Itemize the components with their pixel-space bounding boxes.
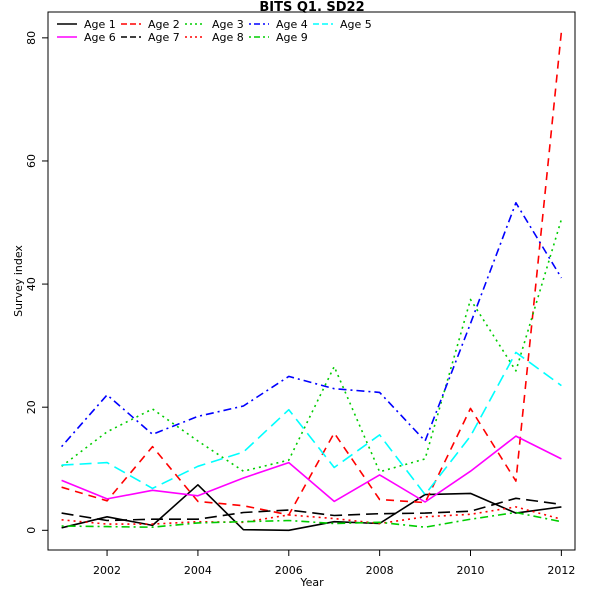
y-tick-label: 80 — [25, 31, 38, 45]
y-axis-label: Survey index — [12, 245, 25, 317]
y-axis: 0 20 40 60 80 — [25, 31, 48, 534]
x-tick-label: 2012 — [547, 564, 575, 577]
x-tick-label: 2006 — [275, 564, 303, 577]
series-line-1 — [61, 483, 562, 532]
plot-area — [47, 11, 576, 551]
legend-label: Age 6 — [84, 31, 116, 44]
legend: Age 1 Age 2 Age 3 Age 4 Age 5 Age 6 Age 7 Age 8… — [57, 18, 372, 44]
series-line-2 — [61, 31, 563, 516]
y-tick-label: 40 — [25, 277, 38, 291]
y-tick-label: 0 — [25, 527, 38, 534]
chart-title: BITS Q1. SD22 — [259, 0, 364, 15]
x-tick-label: 2008 — [366, 564, 394, 577]
legend-label: Age 4 — [276, 18, 308, 31]
y-tick-label: 20 — [25, 400, 38, 414]
y-tick-label: 60 — [25, 154, 38, 168]
x-axis: 2002 2004 2006 2008 2010 2012 — [93, 549, 575, 577]
series-line-4 — [60, 202, 563, 448]
series-line-5 — [61, 351, 562, 496]
x-tick-label: 2004 — [184, 564, 212, 577]
series-line-7 — [61, 497, 562, 522]
x-axis-label: Year — [299, 576, 324, 589]
x-tick-label: 2010 — [457, 564, 485, 577]
legend-label: Age 1 — [84, 18, 116, 31]
legend-label: Age 9 — [276, 31, 308, 44]
series-line-9 — [61, 511, 562, 529]
series-line-6 — [61, 435, 562, 503]
x-tick-label: 2002 — [93, 564, 121, 577]
series-line-8 — [61, 506, 562, 525]
legend-label: Age 8 — [212, 31, 244, 44]
legend-label: Age 2 — [148, 18, 180, 31]
legend-label: Age 5 — [340, 18, 372, 31]
legend-label: Age 7 — [148, 31, 180, 44]
legend-label: Age 3 — [212, 18, 244, 31]
series-layer — [60, 31, 563, 532]
